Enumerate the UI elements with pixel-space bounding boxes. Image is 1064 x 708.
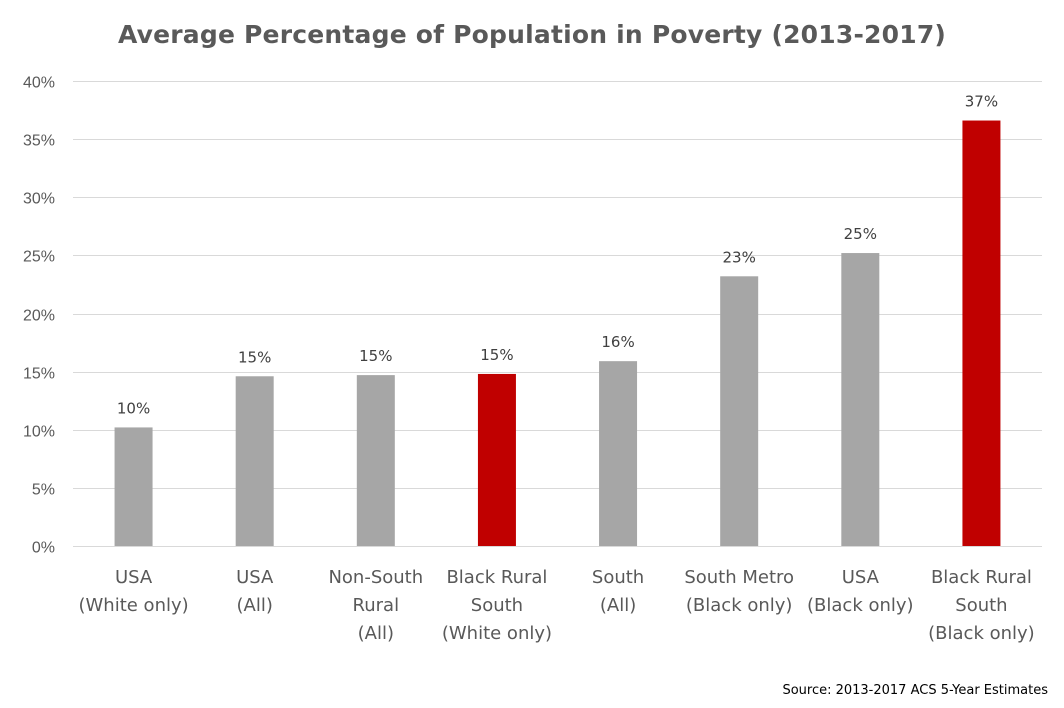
x-tick-label-line: South (955, 595, 1007, 616)
bar (841, 253, 880, 547)
bar (477, 373, 516, 546)
x-tick-label-line: (White only) (442, 623, 552, 644)
x-tick-label-line: (Black only) (807, 595, 914, 616)
bars (114, 120, 1001, 547)
y-tick-label: 10% (23, 424, 55, 441)
data-label: 15% (238, 348, 271, 366)
x-tick-label-line: (Black only) (928, 623, 1035, 644)
bar (356, 375, 395, 546)
x-tick-label-line: (White only) (78, 595, 188, 616)
x-tick-label-line: (Black only) (686, 595, 793, 616)
x-tick-label: USA (All) (236, 567, 274, 616)
x-tick-label-line: South (471, 595, 523, 616)
x-tick-label-line: (All) (237, 595, 273, 616)
y-axis-tick-labels: 0% 5% 10% 15% 20% 25% 30% 35% 40% (23, 75, 55, 557)
bar (720, 276, 759, 546)
x-tick-label-line: Non-South (328, 567, 423, 588)
x-tick-label: USA (White only) (78, 567, 188, 616)
bar (962, 120, 1001, 547)
x-tick-label-line: Black Rural (931, 567, 1032, 588)
y-tick-label: 30% (23, 191, 55, 208)
x-tick-label-line: (All) (600, 595, 636, 616)
y-tick-label: 40% (23, 75, 55, 92)
x-tick-label: Black Rural South (White only) (442, 567, 552, 644)
data-label: 10% (117, 399, 150, 417)
y-tick-label: 0% (32, 540, 55, 557)
data-label: 37% (965, 93, 998, 111)
y-tick-label: 35% (23, 133, 55, 150)
data-label: 23% (723, 248, 756, 266)
x-tick-label-line: USA (842, 567, 880, 588)
x-tick-label: USA (Black only) (807, 567, 914, 616)
x-tick-label-line: South (592, 567, 644, 588)
bar (114, 427, 153, 546)
bar (235, 376, 274, 546)
y-tick-label: 5% (32, 482, 55, 499)
x-tick-label-line: Rural (353, 595, 400, 616)
x-tick-label: Black Rural South (Black only) (928, 567, 1035, 644)
bar (599, 361, 638, 546)
x-axis-tick-labels: USA (White only) USA (All) Non-South Rural (Al… (78, 567, 1034, 644)
data-labels: 10% 15% 15% 15% 16% 23% 25% 37% (117, 93, 998, 418)
x-tick-label: South Metro (Black only) (684, 567, 794, 616)
source-note: Source: 2013-2017 ACS 5-Year Estimates (782, 683, 1048, 698)
x-tick-label: South (All) (592, 567, 644, 616)
x-tick-label: Non-South Rural (All) (328, 567, 423, 644)
x-tick-label-line: South Metro (684, 567, 794, 588)
data-label: 16% (601, 333, 634, 351)
chart-title: Average Percentage of Population in Pove… (117, 20, 947, 49)
x-tick-label-line: USA (236, 567, 274, 588)
y-tick-label: 25% (23, 249, 55, 266)
gridlines (73, 81, 1042, 547)
y-tick-label: 15% (23, 366, 55, 383)
data-label: 15% (359, 347, 392, 365)
x-tick-label-line: (All) (358, 623, 394, 644)
data-label: 15% (480, 346, 513, 364)
y-tick-label: 20% (23, 308, 55, 325)
x-tick-label-line: Black Rural (446, 567, 547, 588)
x-tick-label-line: USA (115, 567, 153, 588)
data-label: 25% (844, 225, 877, 243)
